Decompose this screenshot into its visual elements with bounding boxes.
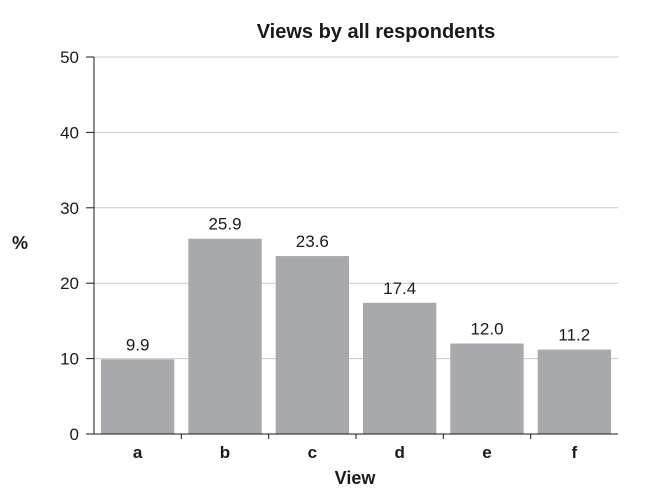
gridlines — [94, 56, 618, 360]
y-tick-label: 40 — [60, 123, 79, 142]
data-label-e: 12.0 — [470, 320, 503, 339]
x-tick-label: b — [220, 443, 230, 462]
y-tick-label: 30 — [60, 199, 79, 218]
y-tick-label: 50 — [60, 48, 79, 67]
y-tick-label: 10 — [60, 350, 79, 369]
y-tick-label: 20 — [60, 274, 79, 293]
labels: 0 10 20 30 40 50 9.9 a 25.9 b 23.6 c 17.4 d 12.0 e 11.2 f — [60, 48, 590, 462]
x-tick-label: d — [394, 443, 404, 462]
data-label-d: 17.4 — [383, 279, 416, 298]
x-tick-label: f — [571, 443, 577, 462]
bar-f — [537, 349, 612, 434]
data-label-a: 9.9 — [126, 335, 150, 354]
data-label-f: 11.2 — [558, 326, 590, 345]
bars — [100, 238, 612, 434]
y-tick-label: 0 — [70, 425, 79, 444]
data-label-b: 25.9 — [208, 215, 241, 234]
x-axis-title: View — [335, 468, 377, 488]
x-tick-label: e — [482, 443, 491, 462]
bar-a — [100, 359, 175, 434]
bar-c — [275, 256, 350, 434]
axes — [86, 56, 618, 439]
bar-b — [188, 238, 262, 434]
chart-title: Views by all respondents — [257, 21, 496, 43]
bar-e — [450, 343, 524, 434]
x-tick-label: a — [133, 443, 143, 462]
bar-d — [362, 302, 437, 434]
x-tick-label: c — [308, 443, 317, 462]
data-label-c: 23.6 — [296, 232, 329, 251]
y-axis-title: % — [12, 233, 28, 253]
